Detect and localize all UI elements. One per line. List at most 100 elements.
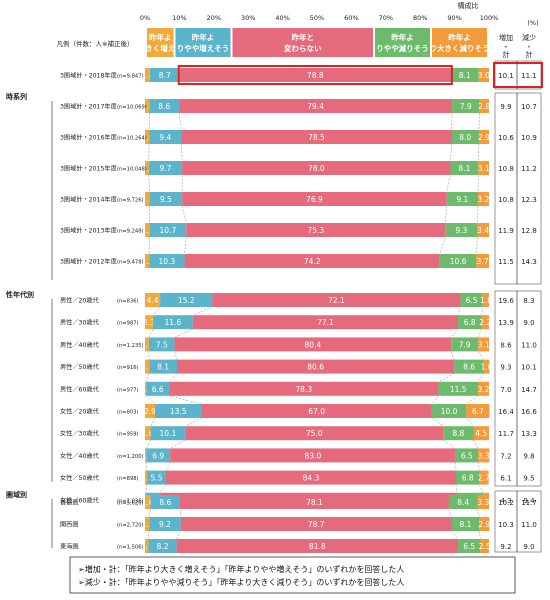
bar-segment: [146, 381, 170, 396]
bar-value-label: 2.9: [478, 133, 490, 142]
bar-segment: [145, 161, 149, 175]
decrease-value: 9.4: [523, 497, 535, 505]
bar-connector: [451, 530, 459, 540]
bar-segment: [176, 539, 459, 553]
row-label: 女性／50歳代: [60, 474, 100, 482]
bar-connector: [473, 440, 479, 449]
bar-connector: [174, 328, 193, 338]
bar-connector: [179, 508, 182, 518]
bar-value-label: 8.2: [157, 542, 169, 551]
increase-value: 10.3: [498, 521, 514, 529]
bar-segment: [455, 448, 478, 463]
bar-segment: [148, 539, 177, 553]
bar-value-label: 6.6: [152, 385, 164, 394]
x-tick-label: 50%: [310, 14, 324, 22]
legend-label: り大きく増えそう: [130, 43, 190, 53]
bar-segment: [170, 448, 456, 463]
bar-segment: [145, 426, 151, 441]
decrease-value: 10.1: [521, 364, 537, 372]
decrease-value: 11.7: [521, 499, 537, 507]
bar-value-label: 10.1: [160, 429, 177, 438]
increase-value: 10.1: [498, 72, 514, 80]
bar-segment: [149, 517, 181, 531]
increase-value: 19.6: [498, 297, 514, 305]
bar-value-label: 7.5: [156, 340, 168, 349]
bar-segment: [212, 293, 461, 307]
increase-value: 10.6: [498, 134, 514, 142]
bar-value-label: 6.7: [472, 407, 484, 416]
bar-connector: [443, 439, 456, 449]
decrease-column-box: [516, 92, 542, 285]
bar-value-label: 1.6: [481, 363, 493, 372]
bar-segment: [149, 359, 177, 374]
row-n-label: (n=987): [117, 321, 139, 327]
legend-swatch: [175, 28, 231, 57]
increase-value: 11.7: [498, 430, 514, 438]
bar-segment: [438, 381, 478, 396]
bar-segment: [145, 404, 155, 418]
bar-segment: [165, 470, 456, 485]
bar-connector: [448, 508, 452, 518]
bar-segment: [479, 130, 489, 144]
bar-segment: [149, 130, 182, 144]
bar-value-label: 77.1: [317, 318, 334, 327]
bar-value-label: 9.1: [456, 195, 468, 204]
bar-value-label: 11.5: [450, 385, 467, 394]
bar-value-label: 9.7: [159, 164, 171, 173]
bar-value-label: 78.3: [295, 385, 312, 394]
row-label: 3圏域計・2015年度: [60, 165, 117, 173]
increase-header: ・: [503, 43, 510, 51]
group-label: 圏域別: [6, 490, 27, 499]
bar-connector: [169, 439, 186, 449]
bar-value-label: 2.5: [479, 542, 491, 551]
bar-connector: [148, 530, 150, 540]
bar-connector: [431, 395, 439, 405]
bar-value-label: 1.2: [141, 363, 153, 372]
bar-value-label: 75.0: [306, 429, 323, 438]
bar-segment: [146, 448, 171, 463]
bar-segment: [182, 161, 451, 175]
row-label: 3圏域計・2018年度: [60, 72, 117, 80]
legend-label: りやや減りそう: [376, 43, 429, 53]
decrease-value: 12.8: [521, 227, 537, 235]
bar-value-label: 1.8: [480, 296, 492, 305]
bar-value-label: 81.8: [309, 542, 326, 551]
row-label: 女性／30歳代: [60, 430, 100, 438]
row-label: 3圏域計・2017年度: [60, 103, 117, 111]
bar-value-label: 1.4: [141, 71, 153, 80]
bar-connector: [192, 306, 213, 316]
bar-connector: [457, 306, 461, 316]
bar-connector: [477, 205, 479, 224]
row-n-label: (n=1,506): [117, 545, 144, 551]
bar-connector: [446, 174, 451, 193]
row-n-label: (n=1,200): [117, 454, 144, 460]
legend-swatch: [147, 28, 174, 57]
bar-segment: [145, 68, 150, 82]
bar-value-label: 6.8: [462, 474, 474, 483]
bar-value-label: 10.0: [441, 407, 458, 416]
bar-segment: [451, 337, 479, 352]
bar-segment: [439, 254, 477, 268]
row-label: 3圏域計・2012年度: [60, 258, 117, 266]
bar-value-label: 6.8: [464, 318, 476, 327]
bar-connector: [148, 329, 154, 338]
x-tick-label: 60%: [344, 14, 358, 22]
row-label: 女性／60歳代: [60, 496, 100, 504]
bar-value-label: 1.3: [141, 226, 153, 235]
bar-segment: [149, 68, 180, 82]
bar-segment: [192, 315, 459, 330]
decrease-value: 11.0: [521, 341, 537, 349]
decrease-value: 11.0: [521, 521, 537, 529]
legend-label: 変わらない: [284, 43, 322, 53]
bar-value-label: 1.3: [141, 102, 153, 111]
decrease-value: 9.5: [523, 475, 534, 483]
notes-box: [69, 556, 516, 594]
decrease-value: 9.0: [523, 319, 534, 327]
bar-segment: [451, 130, 480, 144]
decrease-header: 計: [526, 50, 533, 59]
bar-connector: [478, 143, 480, 162]
row-label: 東海圏: [60, 543, 79, 551]
bar-connector: [445, 205, 447, 224]
bar-connector: [438, 373, 455, 383]
bar-value-label: 3.2: [478, 385, 490, 394]
